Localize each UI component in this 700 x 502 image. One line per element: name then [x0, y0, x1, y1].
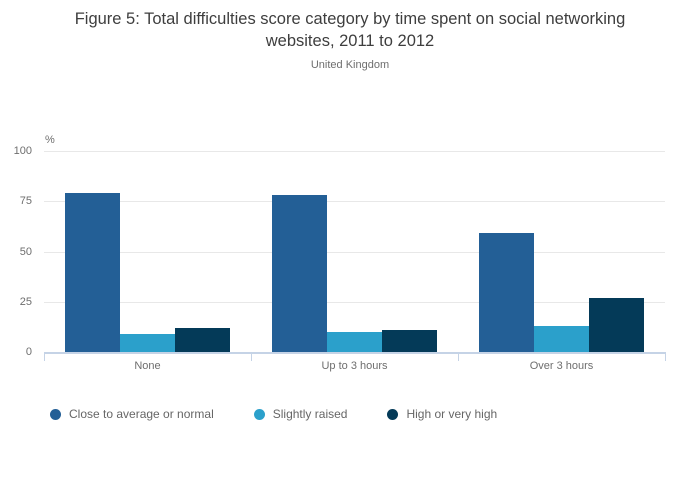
y-tick-label: 25: [19, 295, 32, 308]
bar[interactable]: [589, 297, 644, 352]
y-tick-label: 50: [19, 245, 32, 258]
bar[interactable]: [272, 195, 327, 352]
bar[interactable]: [534, 325, 589, 352]
chart-subtitle: United Kingdom: [310, 59, 390, 71]
chart-title: Figure 5: Total difficulties score categ…: [74, 10, 626, 50]
x-axis-tick: [665, 352, 666, 361]
plot-area: [44, 151, 665, 352]
x-axis-tick: [458, 352, 459, 361]
bar[interactable]: [382, 329, 437, 352]
legend-label: High or very high: [406, 407, 498, 421]
bar-group: [458, 151, 665, 352]
gridline: [44, 301, 665, 303]
x-category-label: None: [134, 360, 161, 372]
gridline: [44, 201, 665, 203]
bar[interactable]: [120, 333, 175, 352]
bar[interactable]: [327, 331, 382, 352]
y-tick-label: 0: [25, 346, 32, 358]
x-category-label: Up to 3 hours: [321, 360, 388, 372]
legend-item[interactable]: High or very high: [387, 407, 497, 421]
y-tick-label: 100: [13, 145, 32, 157]
legend-label: Slightly raised: [272, 407, 348, 421]
bar-group: [44, 151, 251, 352]
legend-swatch-icon: [50, 408, 61, 420]
gridline: [44, 251, 665, 253]
bar-group: [251, 151, 458, 352]
x-axis-tick: [251, 352, 252, 361]
legend-item[interactable]: Slightly raised: [253, 407, 348, 421]
x-axis-tick: [44, 352, 45, 361]
gridline: [44, 151, 665, 152]
legend-item[interactable]: Close to average or normal: [50, 407, 214, 421]
legend: Close to average or normal Slightly raise…: [50, 407, 497, 421]
bar[interactable]: [175, 327, 230, 352]
x-axis-line: [44, 352, 666, 354]
y-axis-unit-label: %: [45, 134, 55, 146]
x-category-label: Over 3 hours: [529, 360, 594, 372]
legend-label: Close to average or normal: [69, 407, 214, 421]
legend-swatch-icon: [387, 408, 399, 420]
legend-swatch-icon: [253, 408, 265, 420]
y-tick-label: 75: [19, 195, 32, 208]
bar[interactable]: [479, 233, 534, 352]
bar[interactable]: [65, 193, 120, 352]
